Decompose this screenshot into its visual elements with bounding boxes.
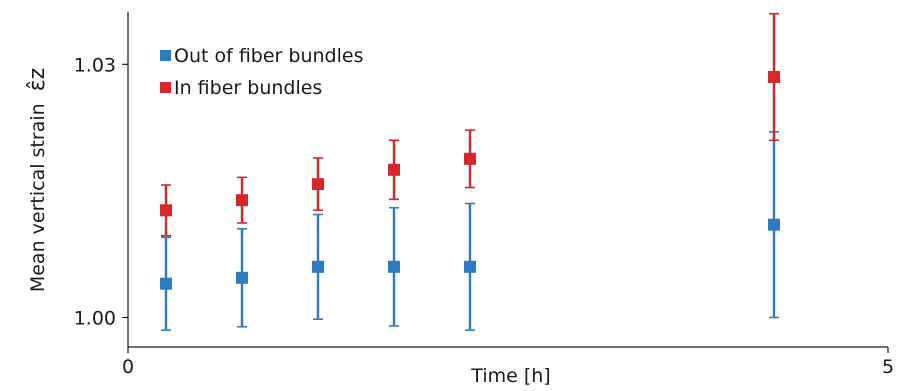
data-point [464,152,476,165]
data-point [312,260,324,273]
series-in-fiber-bundles [160,12,780,237]
legend-swatch [160,50,171,61]
data-point [464,260,476,273]
y-axis-title-symbol: ε̂z [25,68,50,91]
y-axis-title: Mean vertical strain ε̂z [25,68,50,292]
data-point [768,70,780,83]
data-point [236,271,248,284]
ticks: 1.00 1.03 0 5 [74,54,894,378]
data-point [160,204,172,217]
data-point [160,277,172,290]
x-axis-title: Time [h] [470,365,550,386]
legend-label: In fiber bundles [174,77,322,99]
y-tick-label: 1.03 [74,54,116,76]
y-axis-title-text: Mean vertical strain ε̂z [25,68,50,292]
y-axis-title-label: Mean vertical strain [27,103,49,292]
axes [127,12,888,348]
legend-swatch [160,82,171,93]
x-tick-label: 5 [882,356,894,378]
data-point [388,163,400,176]
legend-label: Out of fiber bundles [174,45,363,67]
data-point [236,194,248,207]
series [160,12,780,331]
series-out-of-fiber-bundles [160,131,780,331]
legend: Out of fiber bundles In fiber bundles [160,45,363,99]
data-point [388,260,400,273]
data-point [768,218,780,231]
y-tick-label: 1.00 [74,307,116,329]
data-point [312,178,324,191]
x-tick-label: 0 [122,356,134,378]
